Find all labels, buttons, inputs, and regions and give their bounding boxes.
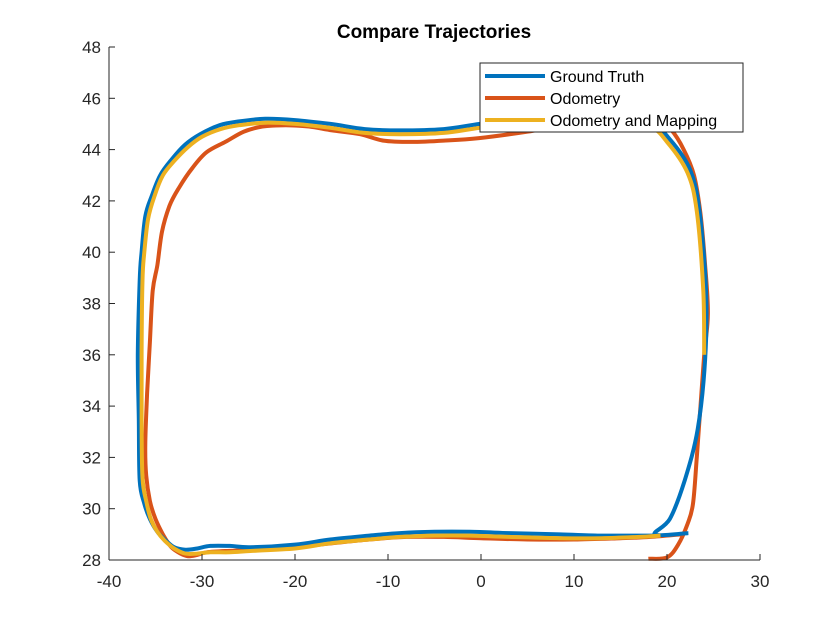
- x-tick-label: -20: [283, 572, 308, 591]
- y-tick-label: 28: [82, 551, 101, 570]
- x-tick-label: -30: [190, 572, 215, 591]
- x-tick-label: -40: [97, 572, 122, 591]
- y-tick-label: 40: [82, 243, 101, 262]
- y-tick-label: 44: [82, 141, 101, 160]
- x-tick-label: 10: [565, 572, 584, 591]
- y-tick-label: 32: [82, 448, 101, 467]
- legend[interactable]: Ground Truth Odometry Odometry and Mappi…: [479, 62, 744, 133]
- series-line-ground-truth: [135, 114, 709, 552]
- y-ticks: 28 30 32 34 36 38 40 42 44 46 48: [82, 38, 115, 570]
- x-tick-label: 30: [751, 572, 770, 591]
- x-tick-label: 20: [658, 572, 677, 591]
- legend-item-ground-truth[interactable]: Ground Truth: [485, 69, 644, 86]
- x-tick-label: -10: [376, 572, 401, 591]
- y-tick-label: 48: [82, 38, 101, 57]
- y-tick-label: 42: [82, 192, 101, 211]
- y-tick-label: 46: [82, 89, 101, 108]
- y-tick-label: 36: [82, 346, 101, 365]
- x-ticks: -40 -30 -20 -10 0 10 20 30: [97, 554, 770, 591]
- y-tick-label: 38: [82, 295, 101, 314]
- legend-item-odometry-and-mapping[interactable]: Odometry and Mapping: [485, 113, 717, 130]
- legend-label: Odometry and Mapping: [550, 113, 717, 130]
- axes: -40 -30 -20 -10 0 10 20 30 28 30 32 34 36 38 40 42 44 46…: [82, 38, 769, 591]
- y-tick-label: 34: [82, 397, 101, 416]
- y-tick-label: 30: [82, 500, 101, 519]
- legend-label: Ground Truth: [550, 69, 644, 86]
- chart-title: Compare Trajectories: [337, 22, 531, 43]
- x-tick-label: 0: [476, 572, 485, 591]
- legend-label: Odometry: [550, 91, 620, 108]
- legend-item-odometry[interactable]: Odometry: [485, 91, 620, 108]
